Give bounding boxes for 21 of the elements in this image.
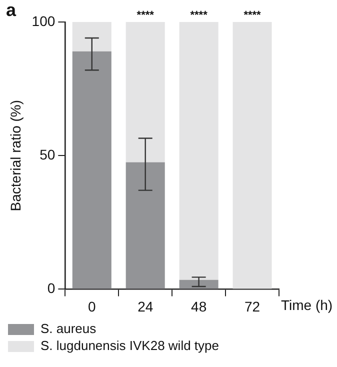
y-axis-title: Bacterial ratio (%) xyxy=(7,100,24,212)
legend-label: S. aureus xyxy=(40,321,97,336)
x-axis-title: Time (h) xyxy=(281,297,333,314)
annotation: **** xyxy=(136,10,155,22)
legend-label: S. lugdunensis IVK28 wild type xyxy=(40,338,219,354)
bar xyxy=(179,22,218,280)
bar xyxy=(232,22,272,289)
x-tick-label: 48 xyxy=(191,298,207,314)
bar xyxy=(72,51,112,289)
bar xyxy=(126,22,165,162)
y-tick-label: 100 xyxy=(32,12,56,29)
x-tick-label: 24 xyxy=(138,298,154,314)
annotation: **** xyxy=(190,10,208,22)
x-tick-label: 72 xyxy=(244,298,260,314)
y-tick-label: 50 xyxy=(40,146,56,162)
y-tick-label: 0 xyxy=(47,280,56,296)
text: a xyxy=(6,0,17,20)
annotation: **** xyxy=(244,10,262,22)
bar xyxy=(126,162,165,289)
bar xyxy=(72,22,112,52)
x-tick-label: 0 xyxy=(88,298,96,314)
